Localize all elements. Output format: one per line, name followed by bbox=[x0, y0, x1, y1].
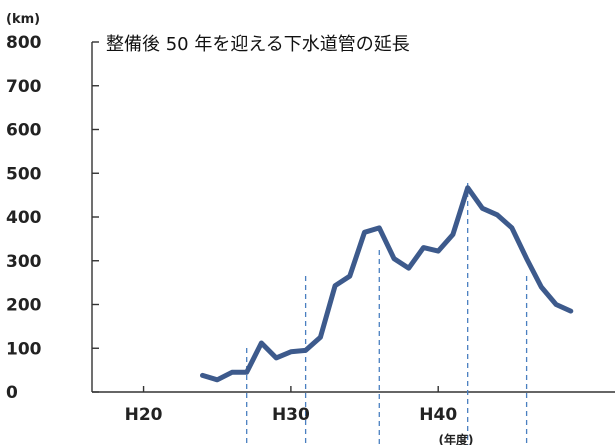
chart-title: 整備後 50 年を迎える下水道管の延長 bbox=[106, 34, 410, 55]
y-tick-label: 100 bbox=[6, 339, 42, 359]
x-tick-labels: H20 H30 H40 bbox=[125, 386, 457, 425]
x-tick-label: H40 bbox=[419, 405, 457, 425]
y-tick-label: 500 bbox=[6, 164, 42, 184]
x-axis-unit-label: (年度) bbox=[439, 432, 474, 445]
x-tick-label: H20 bbox=[125, 405, 163, 425]
y-tick-label: 800 bbox=[6, 33, 42, 53]
y-tick-label: 0 bbox=[6, 383, 18, 403]
y-tick-label: 200 bbox=[6, 296, 42, 316]
y-tick-label: 400 bbox=[6, 208, 42, 228]
series-line bbox=[200, 185, 574, 383]
series-group bbox=[200, 185, 574, 383]
y-tick-label: 700 bbox=[6, 77, 42, 97]
y-axis-unit-label: (km) bbox=[6, 12, 40, 27]
axes: 0 100 200 300 400 500 600 700 800 bbox=[6, 33, 615, 403]
x-tick-label: H30 bbox=[272, 405, 310, 425]
dashed-markers bbox=[246, 183, 528, 445]
y-tick-label: 600 bbox=[6, 121, 42, 141]
y-tick-label: 300 bbox=[6, 252, 42, 272]
